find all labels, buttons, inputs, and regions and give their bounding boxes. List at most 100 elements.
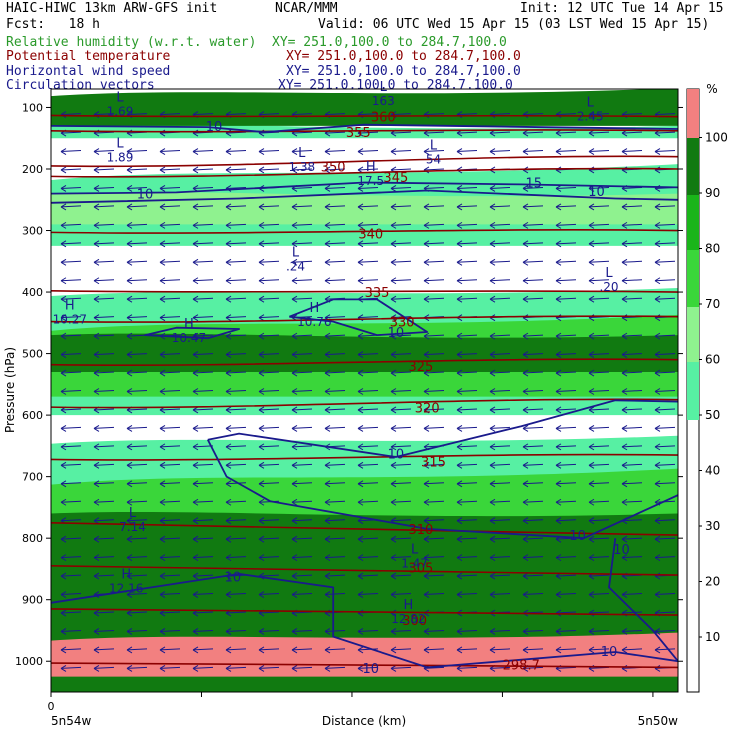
circulation-vector (93, 295, 115, 303)
circulation-vector (291, 535, 313, 543)
circulation-vector (192, 240, 214, 248)
circulation-vector (93, 554, 115, 562)
circulation-vector (192, 314, 214, 322)
extremum-value: 1.38 (288, 160, 315, 174)
theta-label: 345 (383, 171, 408, 186)
x-endpoint-left: 5n54w (51, 714, 92, 728)
circulation-vector (588, 203, 610, 211)
extremum-marker: L (129, 506, 137, 521)
circulation-vector (192, 443, 214, 451)
circulation-vector (357, 461, 379, 469)
circulation-vector (621, 406, 643, 414)
circulation-vector (456, 351, 478, 359)
circulation-vector (258, 295, 280, 303)
circulation-vector (555, 628, 577, 635)
circulation-vector (423, 406, 445, 414)
circulation-vector (159, 221, 181, 229)
circulation-vector (192, 369, 214, 377)
circulation-vector (192, 203, 214, 211)
circulation-vector (357, 406, 379, 414)
colorbar-label: 60 (705, 353, 720, 367)
circulation-vector (159, 443, 181, 451)
circulation-vector (291, 406, 313, 414)
theta-contour (51, 565, 678, 576)
colorbar-label: 50 (705, 408, 720, 422)
circulation-vector (192, 148, 214, 155)
circulation-vector (390, 369, 412, 377)
circulation-vector (258, 646, 280, 654)
colorbar-label: 30 (705, 519, 720, 533)
circulation-vector (456, 498, 478, 506)
circulation-vector (522, 628, 544, 635)
circulation-vector (93, 221, 115, 229)
extremum-marker: L (292, 246, 300, 261)
circulation-vector (357, 148, 379, 155)
circulation-vector (93, 646, 115, 654)
wind-label: 10 (601, 645, 618, 660)
rh-band (51, 333, 678, 373)
circulation-vector (456, 185, 478, 192)
circulation-vector (522, 461, 544, 469)
theta-label: 305 (409, 562, 434, 577)
circulation-vector (654, 535, 676, 543)
circulation-vector (555, 258, 577, 266)
circulation-vector (621, 351, 643, 359)
circulation-vector (126, 646, 148, 654)
circulation-vector (522, 535, 544, 543)
circulation-vector (192, 295, 214, 303)
circulation-vector (357, 480, 379, 488)
circulation-vector (390, 406, 412, 414)
extremum-marker: L (116, 90, 124, 105)
extremum-marker: H (366, 160, 376, 175)
circulation-vector (93, 166, 115, 174)
circulation-vector (225, 332, 247, 340)
circulation-vector (93, 664, 115, 672)
circulation-vector (93, 480, 115, 488)
colorbar-label: 80 (705, 242, 720, 256)
theta-label: 330 (390, 316, 415, 331)
circulation-vector (456, 221, 478, 229)
circulation-vector (522, 517, 544, 525)
circulation-vector (258, 480, 280, 488)
circulation-vector (588, 480, 610, 488)
circulation-vector (225, 314, 247, 322)
circulation-vector (291, 461, 313, 469)
circulation-vector (126, 480, 148, 488)
circulation-vector (390, 203, 412, 211)
extremum-marker: L (116, 137, 124, 152)
circulation-vector (60, 351, 82, 359)
circulation-vector (357, 572, 379, 580)
circulation-vector (258, 277, 280, 285)
circulation-vector (621, 369, 643, 377)
circulation-vector (192, 221, 214, 229)
y-tick-label: 300 (22, 225, 43, 238)
circulation-vector (423, 628, 445, 635)
circulation-vector (654, 203, 676, 211)
title-init: Init: 12 UTC Tue 14 Apr 15 (520, 1, 724, 16)
wind-contour (51, 123, 678, 133)
circulation-vector (159, 498, 181, 506)
circulation-vector (522, 591, 544, 598)
wind-contour (51, 189, 678, 204)
theta-contour (51, 290, 678, 293)
circulation-vector (126, 572, 148, 580)
theta-contour (51, 608, 678, 616)
circulation-vector (93, 203, 115, 211)
circulation-vector (654, 646, 676, 654)
circulation-vector (621, 461, 643, 469)
circulation-vector (192, 628, 214, 635)
circulation-vector (588, 517, 610, 525)
circulation-vector (621, 258, 643, 266)
circulation-vector (489, 498, 511, 506)
circulation-vector (654, 332, 676, 340)
circulation-vector (324, 591, 346, 598)
circulation-vector (489, 572, 511, 580)
circulation-vector (324, 166, 346, 174)
circulation-vector (93, 369, 115, 377)
circulation-vector (621, 554, 643, 562)
circulation-vector (159, 166, 181, 174)
circulation-vector (93, 461, 115, 469)
colorbar-label: 70 (705, 297, 720, 311)
circulation-vector (654, 369, 676, 377)
circulation-vector (291, 664, 313, 672)
